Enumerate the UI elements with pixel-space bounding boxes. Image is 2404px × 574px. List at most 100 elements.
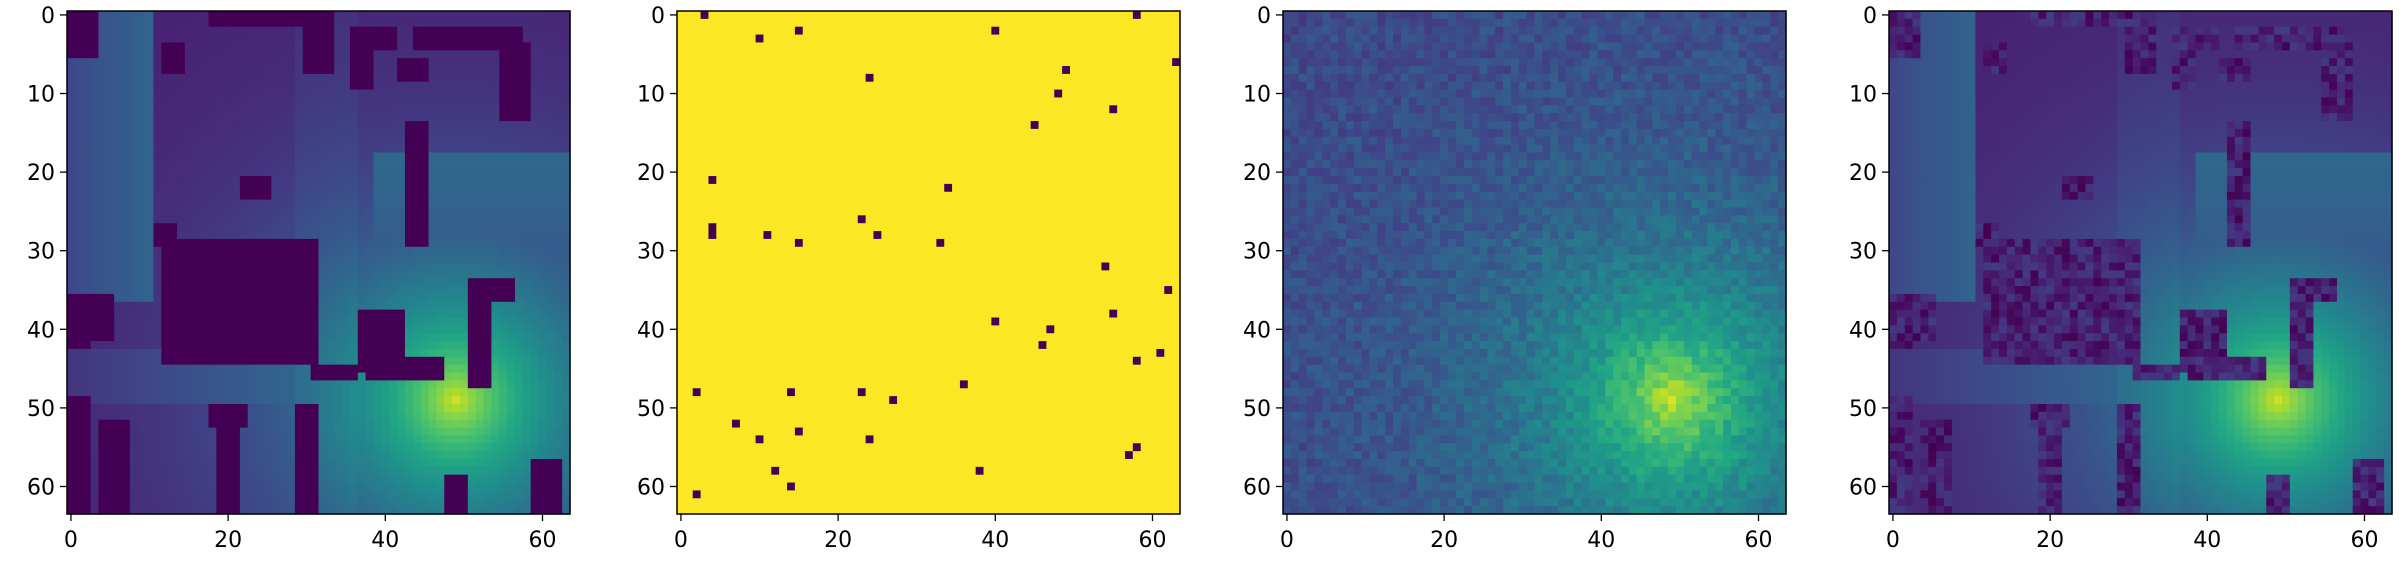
- heatmap-cell: [436, 372, 445, 381]
- heatmap-cell: [865, 81, 875, 91]
- heatmap-cell: [255, 231, 265, 240]
- heatmap-cell: [326, 66, 335, 75]
- heatmap-cell: [232, 42, 241, 51]
- heatmap-cell: [263, 89, 272, 99]
- heatmap-cell: [865, 113, 875, 122]
- heatmap-cell: [271, 403, 280, 413]
- heatmap-cell: [357, 333, 367, 342]
- heatmap-cell: [67, 246, 76, 256]
- heatmap-cell: [779, 97, 788, 106]
- heatmap-cell: [428, 152, 437, 161]
- heatmap-cell: [755, 18, 765, 28]
- heatmap-cell: [389, 506, 398, 515]
- heatmap-cell: [499, 121, 508, 130]
- heatmap-cell: [436, 278, 445, 287]
- heatmap-cell: [145, 278, 155, 287]
- heatmap-cell: [381, 121, 390, 130]
- heatmap-cell: [177, 199, 186, 209]
- heatmap-cell: [326, 278, 335, 287]
- heatmap-cell: [397, 286, 406, 295]
- heatmap-cell: [334, 435, 343, 444]
- heatmap-cell: [554, 11, 563, 20]
- heatmap-cell: [404, 372, 414, 381]
- heatmap-cell: [373, 238, 382, 248]
- heatmap-cell: [802, 50, 812, 59]
- heatmap-cell: [153, 293, 162, 303]
- heatmap-cell: [420, 286, 430, 295]
- heatmap-cell: [436, 364, 445, 374]
- heatmap-cell: [999, 18, 1008, 28]
- heatmap-cell: [499, 451, 508, 460]
- heatmap-cell: [538, 270, 548, 279]
- heatmap-cell: [865, 50, 875, 59]
- heatmap-cell: [562, 66, 571, 75]
- heatmap-cell: [67, 278, 76, 287]
- heatmap-cell: [287, 301, 296, 311]
- heatmap-cell: [732, 81, 741, 91]
- heatmap-cell: [200, 482, 210, 492]
- heatmap-cell: [912, 105, 922, 114]
- heatmap-cell: [499, 278, 508, 287]
- heatmap-cell: [98, 58, 107, 67]
- heatmap-cell: [514, 97, 524, 106]
- heatmap-cell: [1172, 42, 1181, 51]
- heatmap-cell: [184, 451, 194, 460]
- heatmap-cell: [67, 50, 76, 59]
- heatmap-cell: [677, 18, 686, 28]
- heatmap-cell: [1109, 66, 1118, 75]
- heatmap-cell: [145, 191, 155, 201]
- heatmap-cell: [365, 121, 375, 130]
- heatmap-cell: [389, 73, 398, 83]
- heatmap-cell: [538, 191, 548, 201]
- heatmap-cell: [208, 66, 217, 75]
- heatmap-cell: [952, 50, 961, 59]
- heatmap-cell: [1007, 81, 1016, 91]
- heatmap-cell: [944, 34, 953, 44]
- heatmap-cell: [184, 348, 194, 358]
- heatmap-cell: [106, 482, 115, 492]
- heatmap-cell: [106, 81, 115, 91]
- heatmap-cell: [208, 388, 217, 397]
- heatmap-cell: [161, 403, 170, 413]
- heatmap-cell: [1124, 81, 1134, 91]
- heatmap-cell: [818, 105, 827, 114]
- heatmap-cell: [271, 18, 280, 28]
- heatmap-cell: [499, 254, 508, 264]
- heatmap-cell: [90, 427, 100, 437]
- heatmap-cell: [137, 506, 147, 515]
- heatmap-cell: [538, 246, 548, 256]
- heatmap-cell: [82, 356, 92, 366]
- heatmap-cell: [514, 270, 524, 279]
- heatmap-cell: [1077, 34, 1087, 44]
- heatmap-cell: [428, 403, 437, 413]
- heatmap-cell: [326, 26, 335, 36]
- heatmap-cell: [491, 403, 500, 413]
- heatmap-cell: [389, 66, 398, 75]
- heatmap-cell: [287, 144, 296, 154]
- heatmap-cell: [397, 50, 406, 59]
- heatmap-cell: [122, 451, 131, 460]
- heatmap-cell: [1007, 42, 1016, 51]
- heatmap-cell: [177, 372, 186, 381]
- heatmap-cell: [247, 246, 257, 256]
- heatmap-cell: [530, 199, 540, 209]
- heatmap-cell: [169, 451, 178, 460]
- heatmap-cell: [153, 427, 162, 437]
- heatmap-cell: [287, 113, 296, 122]
- heatmap-cell: [98, 317, 107, 326]
- heatmap-cell: [889, 66, 898, 75]
- heatmap-cell: [122, 81, 131, 91]
- heatmap-cell: [114, 238, 123, 248]
- heatmap-cell: [82, 176, 92, 185]
- heatmap-cell: [137, 490, 147, 499]
- heatmap-cell: [224, 403, 233, 413]
- heatmap-cell: [724, 73, 733, 83]
- heatmap-cell: [444, 278, 453, 287]
- heatmap-cell: [90, 348, 100, 358]
- heatmap-cell: [177, 66, 186, 75]
- heatmap-cell: [145, 50, 155, 59]
- heatmap-cell: [522, 97, 532, 106]
- heatmap-cell: [302, 105, 312, 114]
- heatmap-cell: [334, 254, 343, 264]
- heatmap-cell: [279, 73, 288, 83]
